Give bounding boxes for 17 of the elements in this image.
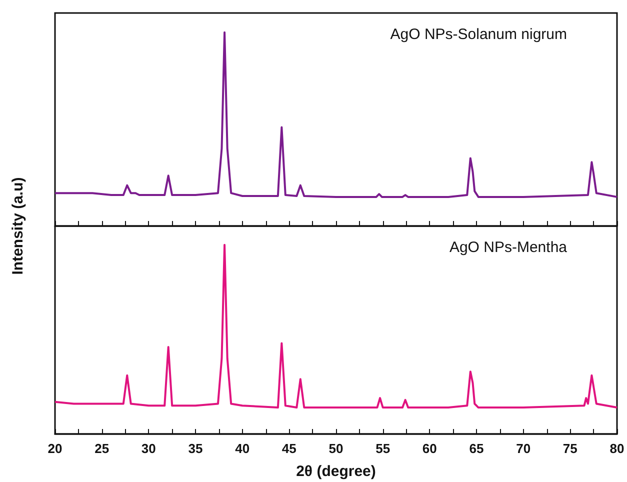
y-axis-title: Intensity (a.u) <box>10 177 26 275</box>
x-tick-label: 50 <box>328 441 344 456</box>
x-tick-label: 65 <box>469 441 484 456</box>
annotation: AgO NPs-Solanum nigrum <box>390 26 567 43</box>
x-tick-label: 20 <box>48 441 62 456</box>
x-tick-label: 25 <box>94 441 110 456</box>
x-tick-label: 45 <box>282 441 296 456</box>
x-tick-label: 35 <box>188 441 203 456</box>
x-tick-label: 40 <box>235 441 250 456</box>
x-tick-label: 30 <box>141 441 156 456</box>
x-tick-label: 75 <box>562 441 578 456</box>
x-tick-label: 70 <box>516 441 531 456</box>
x-tick-label: 55 <box>376 441 390 456</box>
annotation: AgO NPs-Mentha <box>449 239 568 256</box>
x-axis-title: 2θ (degree) <box>296 463 376 480</box>
x-tick-label: 60 <box>422 441 437 456</box>
x-tick-label: 80 <box>610 441 624 456</box>
